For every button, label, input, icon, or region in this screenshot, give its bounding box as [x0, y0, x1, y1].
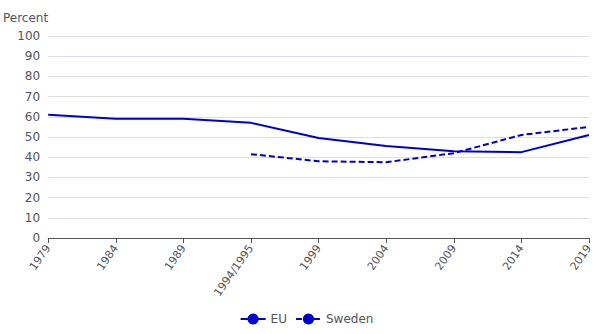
- svg-text:90: 90: [25, 49, 40, 63]
- svg-text:2014: 2014: [500, 242, 527, 272]
- svg-text:10: 10: [25, 211, 40, 225]
- svg-text:Sweden: Sweden: [326, 312, 373, 326]
- svg-text:30: 30: [25, 170, 40, 184]
- svg-text:50: 50: [25, 130, 40, 144]
- svg-text:1994/1995: 1994/1995: [211, 242, 256, 298]
- svg-text:70: 70: [25, 90, 40, 104]
- svg-text:2004: 2004: [365, 242, 392, 272]
- svg-text:80: 80: [25, 69, 40, 83]
- svg-text:1999: 1999: [297, 242, 324, 272]
- svg-text:1979: 1979: [27, 242, 54, 272]
- svg-text:Percent: Percent: [3, 11, 48, 25]
- svg-text:60: 60: [25, 110, 40, 124]
- svg-text:EU: EU: [271, 312, 287, 326]
- svg-text:0: 0: [33, 231, 41, 245]
- svg-text:2019: 2019: [568, 242, 595, 272]
- svg-text:40: 40: [25, 150, 40, 164]
- svg-text:2009: 2009: [432, 242, 459, 272]
- svg-text:20: 20: [25, 191, 40, 205]
- svg-text:1984: 1984: [94, 242, 121, 272]
- svg-text:100: 100: [17, 29, 40, 43]
- svg-text:1989: 1989: [162, 242, 189, 272]
